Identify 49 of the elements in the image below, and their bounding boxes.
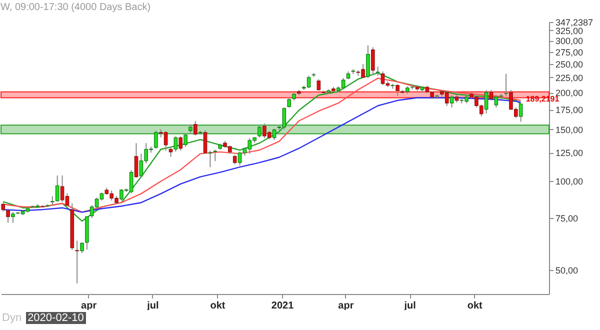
y-tick-label: 225,00 bbox=[556, 72, 584, 83]
candlestick bbox=[75, 240, 79, 284]
candlestick bbox=[396, 84, 400, 96]
candlestick bbox=[287, 97, 291, 108]
candlestick bbox=[194, 120, 198, 136]
chart-title: W, 09:00-17:30 (4000 Days Back) bbox=[0, 2, 151, 13]
y-tick-label: 150,00 bbox=[556, 124, 584, 135]
text: Dyn bbox=[2, 312, 22, 324]
candlestick bbox=[376, 66, 380, 76]
candlestick bbox=[174, 136, 178, 152]
candlestick bbox=[80, 242, 84, 254]
candlestick bbox=[371, 46, 375, 76]
candlestick bbox=[272, 128, 276, 141]
candlestick bbox=[184, 133, 188, 148]
candlestick bbox=[504, 73, 508, 97]
y-tick-label: 250,00 bbox=[556, 60, 584, 70]
candlestick bbox=[11, 212, 15, 224]
candlestick bbox=[450, 94, 454, 108]
candlestick bbox=[494, 94, 498, 108]
candlestick bbox=[134, 142, 138, 178]
candlestick bbox=[484, 90, 488, 114]
x-tick-label: 2021 bbox=[271, 300, 294, 312]
y-tick-label: 100,00 bbox=[556, 176, 584, 187]
candlestick bbox=[258, 125, 262, 138]
text: 2020-02-10 bbox=[26, 312, 86, 324]
x-tick-label: okt bbox=[467, 300, 484, 312]
y-tick-label: 200,00 bbox=[556, 88, 584, 98]
candlestick bbox=[316, 78, 321, 92]
candlestick bbox=[208, 150, 212, 168]
candlestick bbox=[154, 130, 158, 150]
candlestick bbox=[203, 130, 208, 154]
candlestick bbox=[213, 149, 218, 162]
y-tick-label: 50,00 bbox=[556, 265, 578, 276]
y-tick-label: 75,00 bbox=[556, 214, 578, 224]
candlestick bbox=[366, 44, 370, 79]
x-tick-label: okt bbox=[210, 300, 226, 312]
y-tick-label: 125,00 bbox=[556, 148, 584, 158]
candlestick bbox=[518, 102, 523, 122]
y-tick-label: 300,00 bbox=[556, 36, 584, 46]
y-tick-label: 175,00 bbox=[556, 105, 584, 116]
y-tick-label: 325,00 bbox=[556, 26, 584, 36]
candlestick bbox=[232, 154, 237, 165]
candlestick bbox=[168, 146, 173, 158]
candlestick bbox=[6, 208, 10, 224]
candlestick bbox=[55, 174, 60, 202]
y-tick-label: 275,00 bbox=[556, 47, 584, 58]
candlestick bbox=[178, 136, 183, 152]
candlestick bbox=[489, 90, 494, 101]
y-tick-label: 347,2387 bbox=[556, 18, 594, 28]
